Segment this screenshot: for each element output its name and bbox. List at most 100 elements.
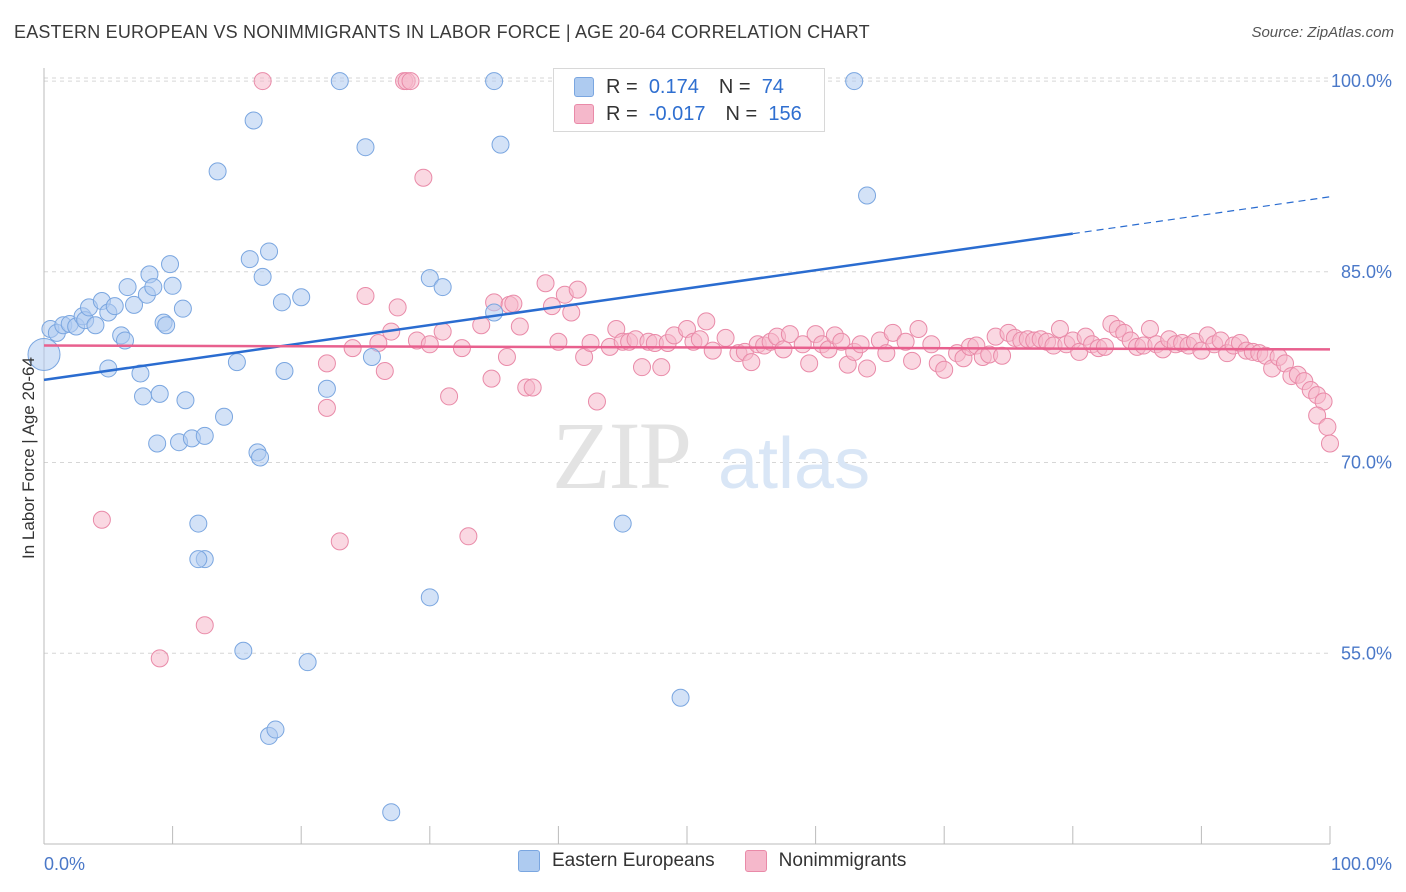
point-nonimmigrants: [851, 335, 870, 354]
point-nonimmigrants: [317, 354, 336, 373]
point-eastern-europeans: [671, 688, 690, 707]
legend-r-value: 0.174: [648, 75, 699, 98]
point-nonimmigrants: [1050, 320, 1069, 339]
point-nonimmigrants: [1321, 434, 1339, 453]
point-nonimmigrants: [253, 72, 272, 91]
trend-line-nonimmigrants: [43, 344, 1331, 351]
legend-row-nonimmigrants: R = -0.017 N = 156: [574, 101, 802, 127]
point-nonimmigrants: [903, 351, 922, 370]
point-eastern-europeans: [356, 138, 375, 157]
chart-title: EASTERN EUROPEAN VS NONIMMIGRANTS IN LAB…: [14, 22, 870, 42]
point-nonimmigrants: [568, 280, 587, 299]
point-eastern-europeans: [251, 448, 270, 467]
legend-item-nonimmigrants[interactable]: Nonimmigrants: [744, 850, 907, 872]
point-nonimmigrants: [452, 339, 471, 358]
legend-swatch-pink: [744, 850, 767, 872]
x-tick-label: 0.0%: [44, 854, 85, 874]
legend-swatch-pink: [574, 104, 594, 124]
legend-n-label: N =: [725, 102, 758, 125]
x-tick-label: 100.0%: [1331, 854, 1392, 874]
legend-swatch-blue: [518, 850, 540, 872]
legend-label-nonimmigrants: Nonimmigrants: [778, 850, 907, 871]
point-nonimmigrants: [523, 378, 542, 397]
point-nonimmigrants: [1308, 406, 1327, 425]
point-eastern-europeans: [420, 269, 439, 288]
point-eastern-europeans: [491, 135, 510, 154]
point-nonimmigrants: [1140, 320, 1159, 339]
y-axis-title: In Labor Force | Age 20-64: [19, 357, 38, 559]
point-nonimmigrants: [922, 335, 941, 354]
point-nonimmigrants: [832, 332, 851, 351]
point-nonimmigrants: [703, 341, 722, 360]
point-nonimmigrants: [742, 353, 761, 372]
point-nonimmigrants: [780, 325, 799, 344]
stats-legend: R = 0.174 N = 74 R = -0.017 N = 156: [553, 68, 825, 132]
series-legend: Eastern Europeans Nonimmigrants: [518, 850, 936, 872]
point-eastern-europeans: [362, 347, 381, 366]
watermark: ZIP atlas: [552, 402, 870, 509]
point-eastern-europeans: [86, 316, 105, 335]
point-eastern-europeans: [150, 384, 169, 403]
point-nonimmigrants: [632, 358, 651, 377]
point-nonimmigrants: [774, 340, 793, 359]
watermark-zip: ZIP: [552, 402, 690, 509]
legend-r-label: R =: [606, 102, 638, 125]
y-tick-label: 100.0%: [1331, 71, 1392, 91]
point-nonimmigrants: [497, 347, 516, 366]
y-tick-label: 70.0%: [1341, 453, 1392, 473]
point-nonimmigrants: [420, 335, 439, 354]
point-eastern-europeans: [240, 250, 259, 269]
point-eastern-europeans: [382, 803, 401, 822]
point-nonimmigrants: [697, 312, 716, 331]
y-tick-label: 55.0%: [1341, 643, 1392, 663]
point-nonimmigrants: [1318, 417, 1337, 436]
point-nonimmigrants: [150, 649, 169, 668]
point-eastern-europeans: [189, 514, 208, 533]
point-eastern-europeans: [125, 295, 144, 314]
point-nonimmigrants: [883, 323, 902, 342]
point-eastern-europeans: [118, 278, 137, 297]
point-eastern-europeans: [105, 297, 124, 316]
point-eastern-europeans: [317, 379, 336, 398]
point-eastern-europeans: [292, 288, 311, 307]
point-eastern-europeans: [420, 588, 439, 607]
point-nonimmigrants: [909, 320, 928, 339]
point-eastern-europeans: [253, 267, 272, 286]
point-eastern-europeans: [163, 276, 182, 295]
point-eastern-europeans: [260, 242, 279, 261]
point-eastern-europeans: [134, 387, 153, 406]
point-nonimmigrants: [356, 286, 375, 305]
legend-row-eastern-europeans: R = 0.174 N = 74: [574, 74, 784, 100]
legend-item-eastern-europeans[interactable]: Eastern Europeans: [518, 850, 715, 872]
point-eastern-europeans: [148, 434, 167, 453]
point-nonimmigrants: [459, 527, 478, 546]
point-nonimmigrants: [343, 339, 362, 358]
point-eastern-europeans: [208, 162, 227, 181]
point-nonimmigrants: [482, 369, 501, 388]
point-eastern-europeans: [272, 293, 291, 312]
point-eastern-europeans: [298, 653, 317, 672]
point-nonimmigrants: [330, 532, 349, 551]
point-nonimmigrants: [716, 328, 735, 347]
trend-line-eastern-europeans: [43, 232, 1073, 382]
point-nonimmigrants: [581, 334, 600, 353]
point-nonimmigrants: [414, 168, 433, 187]
point-nonimmigrants: [587, 392, 606, 411]
point-eastern-europeans: [330, 72, 349, 91]
point-eastern-europeans: [234, 641, 253, 660]
point-nonimmigrants: [92, 510, 111, 529]
point-eastern-europeans: [275, 361, 294, 380]
point-nonimmigrants: [1095, 337, 1114, 356]
point-nonimmigrants: [896, 332, 915, 351]
point-eastern-europeans: [845, 72, 864, 91]
point-eastern-europeans: [227, 353, 246, 372]
point-eastern-europeans: [858, 186, 877, 205]
y-tick-label: 85.0%: [1341, 262, 1392, 282]
legend-n-label: N =: [718, 75, 751, 98]
point-nonimmigrants: [858, 359, 877, 378]
legend-r-value: -0.017: [648, 102, 706, 125]
point-eastern-europeans: [189, 550, 208, 569]
point-eastern-europeans: [613, 514, 632, 533]
legend-n-value: 74: [761, 75, 784, 98]
